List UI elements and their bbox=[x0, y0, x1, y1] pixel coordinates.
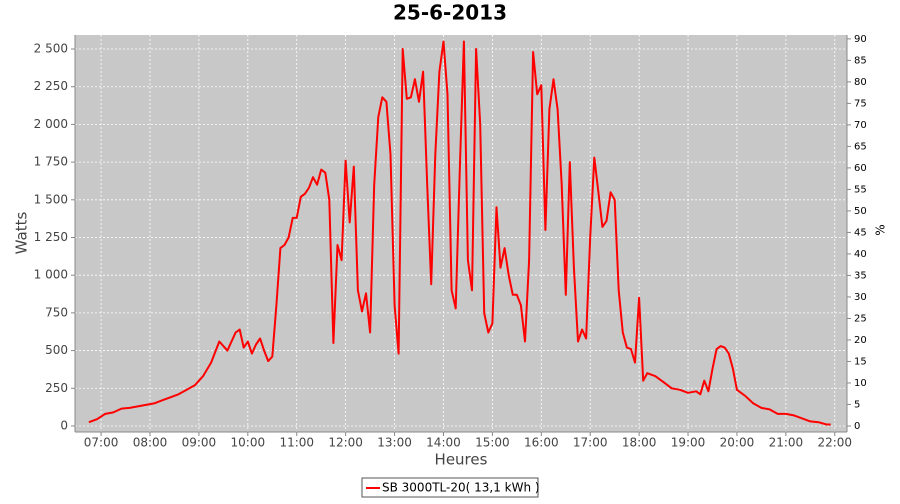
y2-tick-label t2: 10 bbox=[854, 378, 867, 389]
y2-tick-label t2: 50 bbox=[854, 206, 867, 217]
x-tick-label: 19:00 bbox=[671, 436, 706, 450]
y-tick-label: 1 000 bbox=[34, 268, 68, 282]
y2-tick-label t2: 15 bbox=[854, 356, 867, 367]
x-tick-label: 07:00 bbox=[84, 436, 119, 450]
x-tick-label: 15:00 bbox=[475, 436, 510, 450]
x-tick-label: 08:00 bbox=[133, 436, 168, 450]
chart-title: 25-6-2013 bbox=[393, 1, 507, 25]
data-line bbox=[88, 40, 831, 426]
y-tick-label: 0 bbox=[60, 418, 68, 432]
plot-area bbox=[75, 35, 847, 432]
y2-tick-label t2: 0 bbox=[854, 421, 860, 432]
x-axis-label: Heures bbox=[435, 451, 488, 469]
y-tick-label: 250 bbox=[45, 381, 68, 395]
x-tick-label: 20:00 bbox=[720, 436, 755, 450]
y2-tick-label t2: 35 bbox=[854, 270, 867, 281]
y2-tick-label t2: 70 bbox=[854, 120, 867, 131]
y-tick-label: 1 250 bbox=[34, 230, 68, 244]
y2-tick-label t2: 65 bbox=[854, 141, 867, 152]
x-tick-label: 13:00 bbox=[377, 436, 412, 450]
x-tick-label: 09:00 bbox=[182, 436, 217, 450]
x-tick-label: 12:00 bbox=[328, 436, 363, 450]
y-axis-label: Watts bbox=[13, 212, 31, 255]
x-tick-label: 11:00 bbox=[279, 436, 314, 450]
legend-label: SB 3000TL-20( 13,1 kWh ) bbox=[382, 481, 540, 495]
y2-tick-label t2: 30 bbox=[854, 292, 867, 303]
y2-tick-label t2: 40 bbox=[854, 249, 867, 260]
y2-tick-label t2: 60 bbox=[854, 163, 867, 174]
y2-tick-label t2: 5 bbox=[854, 399, 860, 410]
x-tick-label: 21:00 bbox=[769, 436, 804, 450]
x-tick-label: 22:00 bbox=[817, 436, 852, 450]
y-tick-label: 2 500 bbox=[34, 42, 68, 56]
y-tick-label: 1 500 bbox=[34, 192, 68, 206]
y-tick-label: 1 750 bbox=[34, 155, 68, 169]
y2-tick-label t2: 55 bbox=[854, 184, 867, 195]
y2-tick-label t2: 85 bbox=[854, 55, 867, 66]
x-tick-label: 10:00 bbox=[231, 436, 266, 450]
y2-tick-label t2: 80 bbox=[854, 77, 867, 88]
x-tick-label: 14:00 bbox=[426, 436, 461, 450]
y2-tick-label t2: 75 bbox=[854, 98, 867, 109]
y2-tick-label t2: 45 bbox=[854, 227, 867, 238]
y2-tick-label t2: 20 bbox=[854, 335, 867, 346]
y-tick-label: 500 bbox=[45, 343, 68, 357]
legend bbox=[361, 477, 539, 498]
y-tick-label: 2 250 bbox=[34, 79, 68, 93]
y2-axis-label: % bbox=[874, 224, 888, 235]
y2-tick-label t2: 25 bbox=[854, 313, 867, 324]
x-tick-label: 16:00 bbox=[524, 436, 559, 450]
x-tick-label: 17:00 bbox=[573, 436, 608, 450]
y-tick-label: 2 000 bbox=[34, 117, 68, 131]
y2-tick-label t2: 90 bbox=[854, 34, 867, 45]
x-tick-label: 18:00 bbox=[622, 436, 657, 450]
y-tick-label: 750 bbox=[45, 305, 68, 319]
